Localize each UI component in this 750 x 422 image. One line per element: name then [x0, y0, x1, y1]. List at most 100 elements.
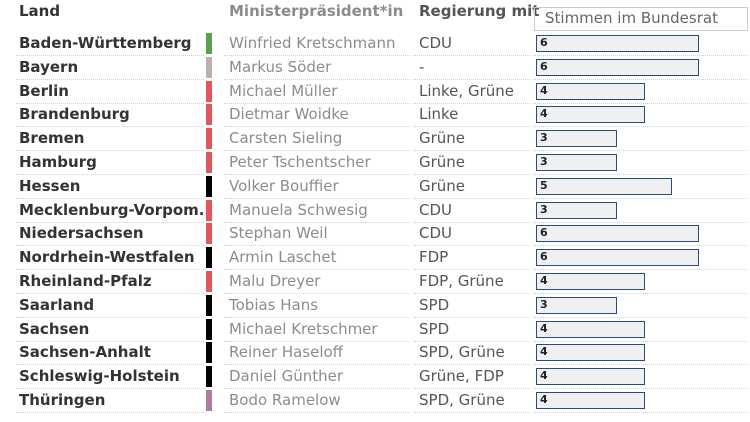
party-color-swatch — [206, 175, 212, 197]
row-divider — [224, 412, 410, 413]
stimmen-bar — [536, 249, 699, 267]
stimmen-value-label: 3 — [540, 297, 548, 311]
row-divider — [534, 340, 748, 342]
row-divider — [414, 78, 530, 80]
regierung-partner: FDP, Grüne — [419, 272, 504, 290]
table-row: Brandenburg Dietmar Woidke Linke 4 — [0, 103, 750, 128]
land-name: Brandenburg — [19, 105, 130, 124]
regierung-partner: SPD, Grüne — [419, 391, 505, 409]
party-color-swatch — [206, 342, 212, 364]
stimmen-bar — [536, 106, 645, 124]
row-divider — [414, 197, 530, 199]
ministerpraesident-name: Dietmar Woidke — [229, 105, 349, 124]
party-color-swatch — [206, 152, 212, 173]
row-divider — [224, 221, 410, 223]
stimmen-value-label: 3 — [540, 131, 548, 145]
row-divider — [16, 55, 204, 56]
table-row: Berlin Michael Müller Linke, Grüne 4 — [0, 80, 750, 104]
stimmen-bar — [536, 177, 672, 195]
row-divider — [224, 364, 410, 366]
regierung-partner: Linke, Grüne — [419, 81, 514, 100]
row-divider — [16, 150, 204, 152]
stimmen-bar — [536, 296, 617, 314]
ministerpraesident-name: Michael Kretschmer — [229, 319, 378, 338]
party-color-swatch — [206, 390, 212, 411]
party-color-swatch — [206, 247, 212, 269]
row-divider — [414, 316, 530, 318]
table-row: Bremen Carsten Sieling Grüne 3 — [0, 127, 750, 152]
ministerpraesident-name: Malu Dreyer — [229, 272, 321, 290]
row-divider — [414, 269, 530, 271]
stimmen-value-label: 5 — [540, 178, 548, 192]
stimmen-value-label: 6 — [540, 250, 548, 264]
regierung-partner: FDP — [419, 248, 449, 267]
row-divider — [534, 316, 748, 318]
stimmen-value-label: 6 — [540, 59, 548, 73]
party-color-swatch — [206, 271, 212, 292]
stimmen-value-label: 4 — [540, 321, 548, 335]
stimmen-bar — [536, 344, 645, 362]
stimmen-value-label: 4 — [540, 369, 548, 383]
row-divider — [224, 388, 410, 390]
land-name: Bayern — [19, 57, 79, 76]
ministerpraesident-name: Michael Müller — [229, 81, 338, 100]
party-color-swatch — [206, 199, 212, 221]
party-color-swatch — [206, 366, 212, 388]
row-divider — [534, 412, 748, 413]
row-divider — [16, 388, 204, 390]
row-divider — [224, 269, 410, 271]
ministerpraesident-name: Peter Tschentscher — [229, 153, 371, 171]
stimmen-bar — [536, 201, 617, 219]
party-color-swatch — [206, 56, 212, 78]
table-row: Nordrhein-Westfalen Armin Laschet FDP 6 — [0, 246, 750, 271]
row-divider — [224, 55, 410, 56]
land-name: Niedersachsen — [19, 224, 144, 243]
ministerpraesident-name: Volker Bouffier — [229, 176, 339, 195]
row-divider — [224, 102, 410, 104]
stimmen-bar — [536, 368, 645, 386]
row-divider — [534, 245, 748, 247]
row-divider — [414, 174, 530, 175]
row-divider — [224, 316, 410, 318]
regierung-partner: Grüne, FDP — [419, 367, 504, 386]
land-name: Bremen — [19, 129, 85, 148]
row-divider — [534, 364, 748, 366]
row-divider — [224, 78, 410, 80]
row-divider — [534, 55, 748, 56]
row-divider — [414, 388, 530, 390]
ministerpraesident-name: Carsten Sieling — [229, 129, 343, 148]
regierung-partner: CDU — [419, 34, 453, 52]
row-divider — [534, 269, 748, 271]
header-regierung: Regierung mit — [419, 2, 540, 20]
stimmen-bar — [536, 130, 617, 148]
row-divider — [414, 340, 530, 342]
regierung-partner: Grüne — [419, 129, 466, 148]
regierung-partner: Grüne — [419, 176, 466, 195]
row-divider — [224, 126, 410, 128]
stimmen-value-label: 4 — [540, 274, 548, 287]
row-divider — [534, 126, 748, 128]
ministerpraesident-name: Stephan Weil — [229, 224, 328, 243]
stimmen-value-label: 6 — [540, 226, 548, 240]
row-divider — [16, 174, 204, 175]
party-color-swatch — [206, 223, 212, 245]
row-divider — [16, 197, 204, 199]
row-divider — [534, 388, 748, 390]
stimmen-bar — [536, 273, 645, 290]
row-divider — [224, 293, 410, 294]
table-row: Sachsen-Anhalt Reiner Haseloff SPD, Grüne 4 — [0, 341, 750, 366]
regierung-partner: Linke — [419, 105, 459, 124]
row-divider — [534, 221, 748, 223]
stimmen-bar — [536, 392, 645, 409]
table-row: Hessen Volker Bouffier Grüne 5 — [0, 175, 750, 199]
party-color-swatch — [206, 104, 212, 126]
row-divider — [224, 150, 410, 152]
regierung-partner: SPD, Grüne — [419, 343, 505, 362]
table-row: Bayern Markus Söder - 6 — [0, 56, 750, 80]
stimmen-bar — [536, 320, 645, 338]
land-name: Berlin — [19, 81, 69, 100]
row-divider — [534, 174, 748, 175]
land-name: Hessen — [19, 176, 81, 195]
row-divider — [534, 293, 748, 294]
stimmen-bar — [536, 58, 699, 76]
